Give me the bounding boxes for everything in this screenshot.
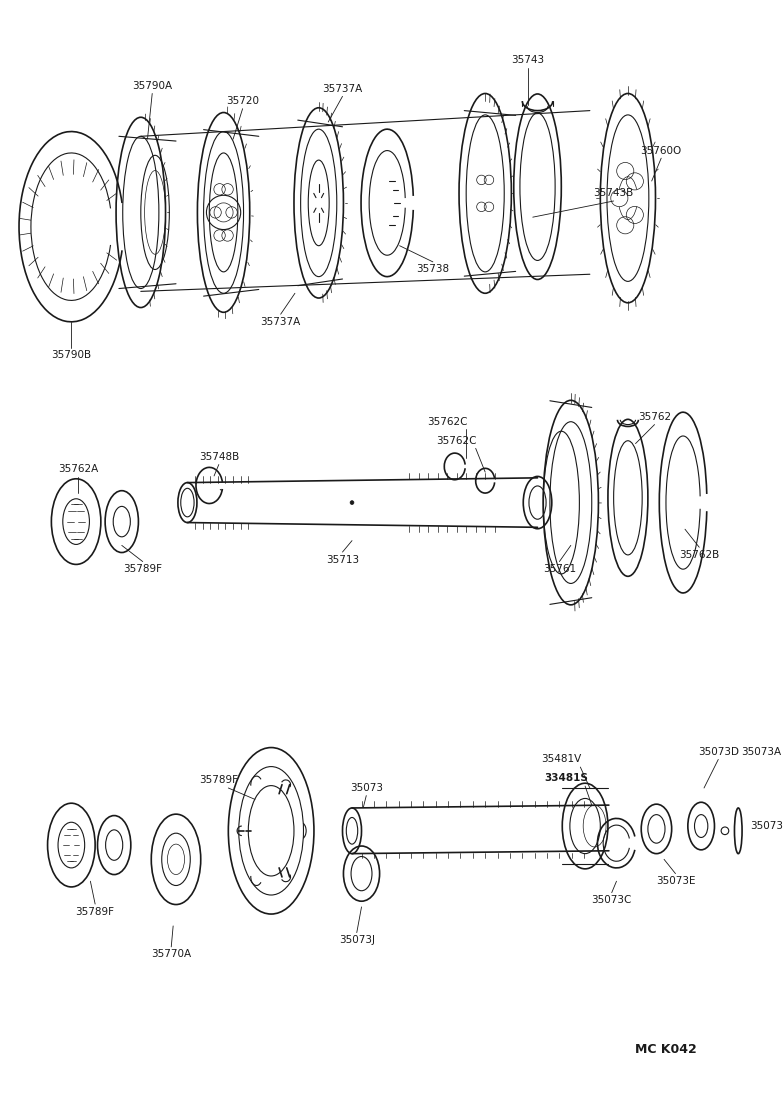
Text: 33481S: 33481S (544, 773, 588, 783)
Text: 35713: 35713 (326, 555, 359, 565)
Text: 35789F: 35789F (123, 564, 162, 574)
Text: 35073A: 35073A (741, 747, 781, 757)
Text: 35762B: 35762B (679, 550, 720, 560)
Text: 35073C: 35073C (592, 895, 632, 905)
Text: 35737A: 35737A (260, 316, 301, 326)
Text: 35770A: 35770A (151, 949, 191, 960)
Text: 35073D: 35073D (698, 747, 739, 757)
Text: 35743B: 35743B (593, 188, 633, 198)
Text: 35762C: 35762C (427, 417, 467, 427)
Text: 35073: 35073 (350, 783, 383, 793)
Text: 35760O: 35760O (641, 146, 682, 156)
Text: 35073B: 35073B (750, 821, 784, 831)
Text: 35073E: 35073E (655, 876, 695, 886)
Text: 35720: 35720 (226, 96, 259, 106)
Text: 35790A: 35790A (132, 81, 172, 91)
Text: 35790B: 35790B (51, 351, 92, 361)
Text: 35743: 35743 (511, 55, 545, 65)
Text: 35762A: 35762A (58, 465, 98, 474)
Text: 35762: 35762 (638, 411, 671, 422)
Text: 35481V: 35481V (541, 754, 582, 764)
Text: 35737A: 35737A (322, 84, 363, 94)
Text: 35761: 35761 (543, 564, 576, 574)
Text: 35073J: 35073J (339, 936, 375, 946)
Text: MC K042: MC K042 (635, 1043, 697, 1056)
Text: 35738: 35738 (416, 264, 449, 274)
Text: 35789F: 35789F (75, 907, 114, 917)
Text: 35748B: 35748B (198, 452, 239, 462)
Circle shape (350, 501, 354, 504)
Text: 35762C: 35762C (437, 436, 477, 446)
Text: 35789F: 35789F (199, 775, 238, 785)
